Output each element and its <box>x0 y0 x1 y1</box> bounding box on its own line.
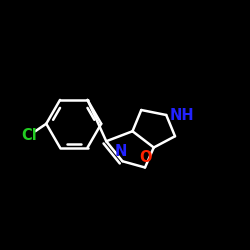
Text: O: O <box>139 150 152 166</box>
Text: Cl: Cl <box>22 128 38 143</box>
Text: NH: NH <box>170 108 194 122</box>
Text: N: N <box>115 144 128 159</box>
